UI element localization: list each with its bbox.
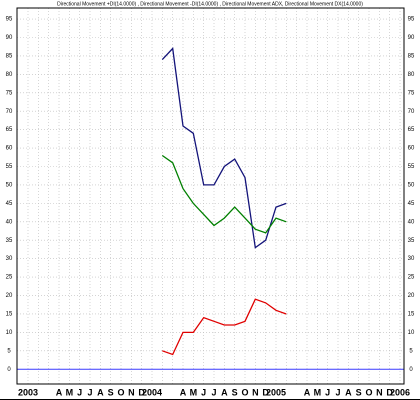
x-tick-label: O: [117, 387, 124, 397]
y-tick-label: 5: [7, 348, 11, 354]
x-tick-label: M: [190, 387, 198, 397]
y-tick-label: 40: [6, 219, 13, 225]
x-tick-label: 2006: [390, 387, 410, 397]
y-tick-label: 65: [6, 127, 13, 133]
y-tick-label: 45: [408, 201, 415, 207]
x-tick-label: O: [241, 387, 248, 397]
x-tick-label: J: [201, 387, 206, 397]
y-tick-label: 55: [6, 164, 13, 170]
x-tick-label: 2003: [18, 387, 38, 397]
x-tick-label: D: [262, 387, 269, 397]
chart-title: Directional Movement +DI(14.0000) , Dire…: [57, 1, 363, 7]
y-tick-label: 5: [409, 348, 413, 354]
y-tick-label: 55: [408, 164, 415, 170]
y-tick-label: 70: [6, 109, 13, 115]
x-tick-label: J: [335, 387, 340, 397]
x-tick-label: O: [365, 387, 372, 397]
series-line: [161, 154, 287, 234]
y-tick-label: 50: [6, 183, 13, 189]
y-tick-label: 85: [408, 53, 415, 59]
y-tick-label: 75: [6, 90, 13, 96]
y-tick-label: 15: [6, 312, 13, 318]
y-tick-label: 85: [6, 53, 13, 59]
y-tick-label: 0: [7, 367, 11, 373]
x-tick-label: J: [325, 387, 330, 397]
y-tick-label: 25: [408, 275, 415, 281]
y-tick-label: 70: [408, 109, 415, 115]
y-tick-label: 95: [408, 17, 415, 23]
x-tick-label: N: [252, 387, 259, 397]
x-tick-label: J: [211, 387, 216, 397]
x-tick-label: A: [56, 387, 63, 397]
x-tick-label: D: [386, 387, 393, 397]
y-tick-label: 60: [408, 146, 415, 152]
x-tick-label: N: [128, 387, 135, 397]
y-tick-label: 90: [408, 35, 415, 41]
x-tick-label: M: [66, 387, 74, 397]
x-tick-label: M: [314, 387, 322, 397]
x-tick-label: 2005: [266, 387, 286, 397]
x-tick-label: S: [108, 387, 114, 397]
x-tick-label: S: [232, 387, 238, 397]
y-tick-label: 30: [6, 256, 13, 262]
y-tick-label: 60: [6, 146, 13, 152]
x-tick-label: D: [138, 387, 145, 397]
y-tick-label: 20: [6, 293, 13, 299]
y-tick-label: 50: [408, 183, 415, 189]
series-line: [162, 298, 287, 356]
y-tick-label: 40: [408, 219, 415, 225]
y-tick-label: 10: [6, 330, 13, 336]
x-tick-label: S: [356, 387, 362, 397]
x-tick-label: A: [221, 387, 228, 397]
y-tick-label: 10: [408, 330, 415, 336]
y-tick-label: 35: [6, 238, 13, 244]
y-tick-label: 65: [408, 127, 415, 133]
x-tick-label: A: [345, 387, 352, 397]
y-tick-label: 20: [408, 293, 415, 299]
x-tick-label: J: [87, 387, 92, 397]
x-tick-label: A: [180, 387, 187, 397]
y-tick-label: 25: [6, 275, 13, 281]
x-tick-label: A: [97, 387, 104, 397]
y-tick-label: 75: [408, 90, 415, 96]
y-tick-label: 0: [409, 367, 413, 373]
y-tick-label: 95: [6, 17, 13, 23]
x-tick-label: 2004: [142, 387, 162, 397]
plot-frame: [16, 7, 405, 385]
x-tick-label: N: [376, 387, 383, 397]
y-tick-label: 30: [408, 256, 415, 262]
y-tick-label: 90: [6, 35, 13, 41]
x-tick-label: J: [77, 387, 82, 397]
series-line: [161, 47, 287, 249]
y-tick-label: 15: [408, 312, 415, 318]
y-tick-label: 45: [6, 201, 13, 207]
x-tick-label: A: [304, 387, 311, 397]
y-tick-label: 80: [408, 72, 415, 78]
y-tick-label: 35: [408, 238, 415, 244]
y-tick-label: 80: [6, 72, 13, 78]
